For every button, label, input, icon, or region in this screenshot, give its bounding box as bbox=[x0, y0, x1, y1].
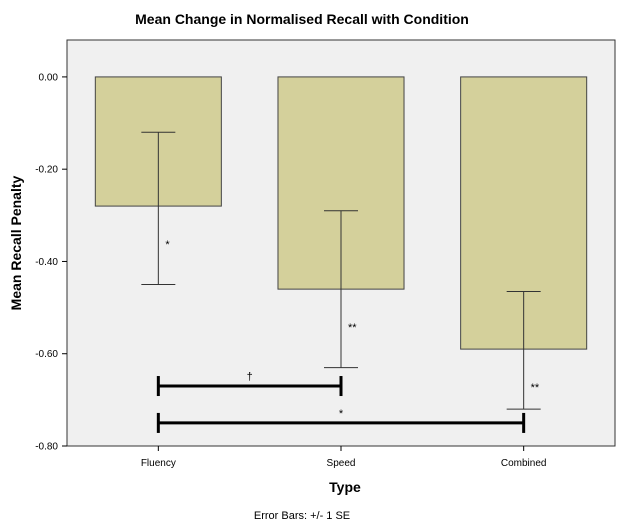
y-tick-label: -0.20 bbox=[35, 165, 58, 176]
bracket-label: * bbox=[339, 408, 344, 420]
bracket-label: † bbox=[247, 371, 253, 383]
significance-markers: ***** bbox=[165, 239, 540, 394]
y-tick-label: -0.40 bbox=[35, 257, 58, 268]
significance-marker: ** bbox=[531, 382, 540, 394]
x-tick-label: Combined bbox=[501, 458, 547, 469]
x-tick-label: Fluency bbox=[141, 458, 176, 469]
chart-title: Mean Change in Normalised Recall with Co… bbox=[135, 11, 469, 27]
error-bars-footnote: Error Bars: +/- 1 SE bbox=[254, 510, 350, 522]
y-tick-label: -0.60 bbox=[35, 349, 58, 360]
significance-marker: ** bbox=[348, 322, 357, 334]
comparison-brackets: †* bbox=[156, 371, 526, 433]
y-tick-label: 0.00 bbox=[39, 72, 59, 83]
y-axis: 0.00 -0.20 -0.40 -0.60 -0.80 bbox=[35, 72, 67, 453]
x-axis: Fluency Speed Combined bbox=[141, 446, 547, 469]
y-axis-label: Mean Recall Penalty bbox=[8, 175, 24, 310]
error-bars bbox=[141, 131, 541, 410]
significance-marker: * bbox=[165, 239, 170, 251]
x-axis-label: Type bbox=[329, 479, 361, 495]
y-tick-label: -0.80 bbox=[35, 442, 58, 453]
x-tick-label: Speed bbox=[327, 458, 356, 469]
